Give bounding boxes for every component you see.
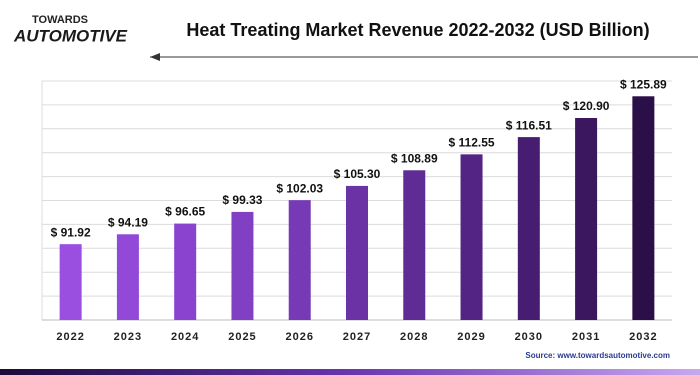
logo-top: TOWARDS xyxy=(32,14,88,26)
title-arrow xyxy=(150,53,160,61)
value-label: $ 105.30 xyxy=(334,167,381,181)
source: Source: www.towardsautomotive.com xyxy=(525,351,670,360)
x-tick-label: 2026 xyxy=(285,331,313,343)
x-tick-label: 2027 xyxy=(343,331,371,343)
logo-bottom: AUTOMOTIVE xyxy=(13,26,128,45)
value-label: $ 102.03 xyxy=(276,181,323,195)
x-tick-label: 2024 xyxy=(171,331,199,343)
value-label: $ 120.90 xyxy=(563,99,610,113)
bar xyxy=(59,244,82,320)
value-label: $ 116.51 xyxy=(506,118,552,132)
x-tick-label: 2032 xyxy=(629,331,657,343)
x-tick-label: 2022 xyxy=(56,331,84,343)
bar xyxy=(288,200,311,320)
x-tick-label: 2028 xyxy=(400,331,428,343)
value-label: $ 108.89 xyxy=(391,151,438,165)
bar xyxy=(632,96,655,320)
bar xyxy=(403,170,426,320)
bar xyxy=(460,154,483,320)
x-tick-label: 2030 xyxy=(515,331,543,343)
value-label: $ 125.89 xyxy=(620,77,667,91)
x-tick-label: 2025 xyxy=(228,331,256,343)
value-label: $ 112.55 xyxy=(449,136,495,150)
chart-title: Heat Treating Market Revenue 2022-2032 (… xyxy=(186,20,649,40)
x-tick-label: 2023 xyxy=(114,331,142,343)
value-label: $ 94.19 xyxy=(108,215,148,229)
x-tick-label: 2031 xyxy=(572,331,600,343)
bar xyxy=(575,118,598,321)
value-label: $ 91.92 xyxy=(51,225,91,239)
x-tick-label: 2029 xyxy=(457,331,485,343)
bottom-strip xyxy=(0,369,700,375)
bar xyxy=(346,185,368,320)
bar xyxy=(517,137,540,320)
bar xyxy=(231,211,254,320)
value-label: $ 99.33 xyxy=(222,193,262,207)
bar xyxy=(116,234,139,320)
bar xyxy=(174,223,197,320)
value-label: $ 96.65 xyxy=(165,205,205,219)
